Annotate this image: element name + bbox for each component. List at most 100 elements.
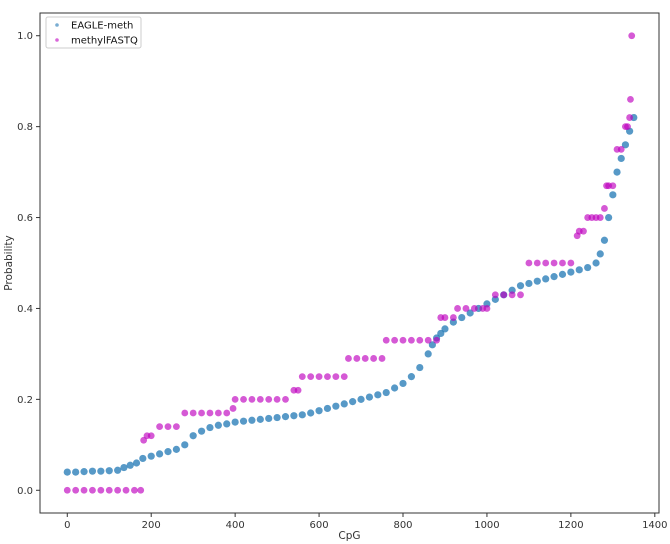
data-point: [466, 309, 474, 317]
data-point: [256, 415, 264, 423]
data-point: [89, 486, 96, 494]
data-point: [408, 336, 415, 344]
data-point: [559, 259, 566, 267]
data-point: [88, 467, 97, 475]
data-point: [281, 413, 290, 421]
data-point: [424, 336, 432, 344]
data-point: [147, 452, 155, 460]
data-point: [97, 486, 105, 494]
data-point: [613, 168, 621, 176]
data-point: [441, 314, 449, 321]
data-point: [139, 454, 147, 463]
data-point: [298, 411, 306, 419]
data-point: [628, 32, 636, 40]
data-point: [240, 395, 247, 403]
legend-marker-eagle-meth: [55, 23, 59, 27]
data-point: [172, 445, 180, 453]
data-point: [575, 266, 583, 274]
data-points: [63, 32, 638, 494]
data-point: [105, 467, 113, 475]
data-point: [131, 486, 138, 494]
x-tick-label: 800: [393, 520, 412, 531]
data-point: [525, 259, 533, 267]
legend-label-eagle-meth: EAGLE-meth: [71, 21, 133, 32]
data-point: [550, 259, 558, 267]
data-point: [273, 395, 281, 403]
data-point: [470, 305, 478, 312]
x-tick-label: 600: [310, 520, 329, 531]
data-point: [97, 467, 105, 475]
data-point: [315, 373, 323, 381]
data-point: [214, 421, 222, 429]
data-point: [454, 305, 461, 312]
data-point: [361, 355, 369, 362]
data-point: [428, 341, 436, 349]
data-point: [525, 279, 533, 288]
data-point: [197, 427, 206, 435]
x-tick-label: 1200: [558, 520, 583, 531]
data-point: [617, 145, 625, 153]
data-point: [621, 141, 630, 149]
data-point: [601, 205, 608, 212]
data-point: [391, 384, 399, 392]
data-point: [458, 313, 466, 322]
data-point: [147, 432, 155, 440]
data-point: [605, 213, 613, 222]
data-point: [491, 291, 499, 299]
x-axis-ticks: 0 200 400 600 800 1000 1200 1400: [64, 513, 668, 531]
data-point: [449, 314, 457, 321]
data-point: [307, 373, 315, 381]
data-point: [63, 468, 71, 476]
x-tick-label: 400: [226, 520, 245, 531]
data-point: [433, 336, 440, 344]
data-point: [164, 423, 172, 431]
data-point: [294, 386, 302, 394]
data-point: [273, 413, 281, 422]
data-point: [370, 355, 378, 362]
data-point: [365, 393, 374, 401]
data-point: [584, 263, 592, 272]
data-point: [441, 325, 449, 333]
x-axis-label: CpG: [338, 530, 360, 542]
x-tick-label: 1000: [474, 520, 499, 531]
data-point: [214, 409, 222, 417]
data-point: [374, 391, 382, 399]
data-point: [307, 409, 315, 417]
data-point: [114, 466, 122, 474]
data-point: [332, 402, 340, 410]
data-point: [172, 423, 180, 431]
data-point: [617, 154, 625, 163]
data-point: [596, 214, 604, 221]
y-axis-label: Probability: [3, 235, 15, 291]
data-point: [248, 416, 256, 424]
data-point: [596, 250, 604, 258]
data-point: [483, 305, 491, 312]
data-point: [132, 459, 141, 467]
data-point: [265, 395, 273, 403]
data-point: [533, 277, 541, 285]
legend-label-methylfastq: methylFASTQ: [71, 36, 138, 47]
data-point: [265, 414, 273, 423]
data-point: [626, 114, 634, 121]
legend-marker-methylfastq: [55, 38, 59, 42]
y-tick-label: 0.2: [17, 395, 33, 406]
data-point: [580, 227, 587, 235]
data-point: [424, 350, 432, 358]
data-point: [516, 282, 525, 290]
data-point: [382, 336, 390, 344]
data-point: [609, 182, 617, 190]
data-point: [533, 259, 541, 267]
data-point: [332, 373, 340, 381]
data-point: [80, 486, 88, 494]
data-point: [542, 259, 550, 267]
data-point: [353, 355, 361, 362]
data-point: [437, 329, 445, 338]
data-point: [223, 420, 231, 428]
data-point: [231, 418, 239, 426]
data-point: [189, 409, 197, 417]
data-point: [542, 275, 550, 283]
legend-box: [45, 16, 142, 49]
data-point: [229, 405, 237, 412]
data-point: [399, 379, 407, 388]
data-point: [239, 417, 248, 425]
